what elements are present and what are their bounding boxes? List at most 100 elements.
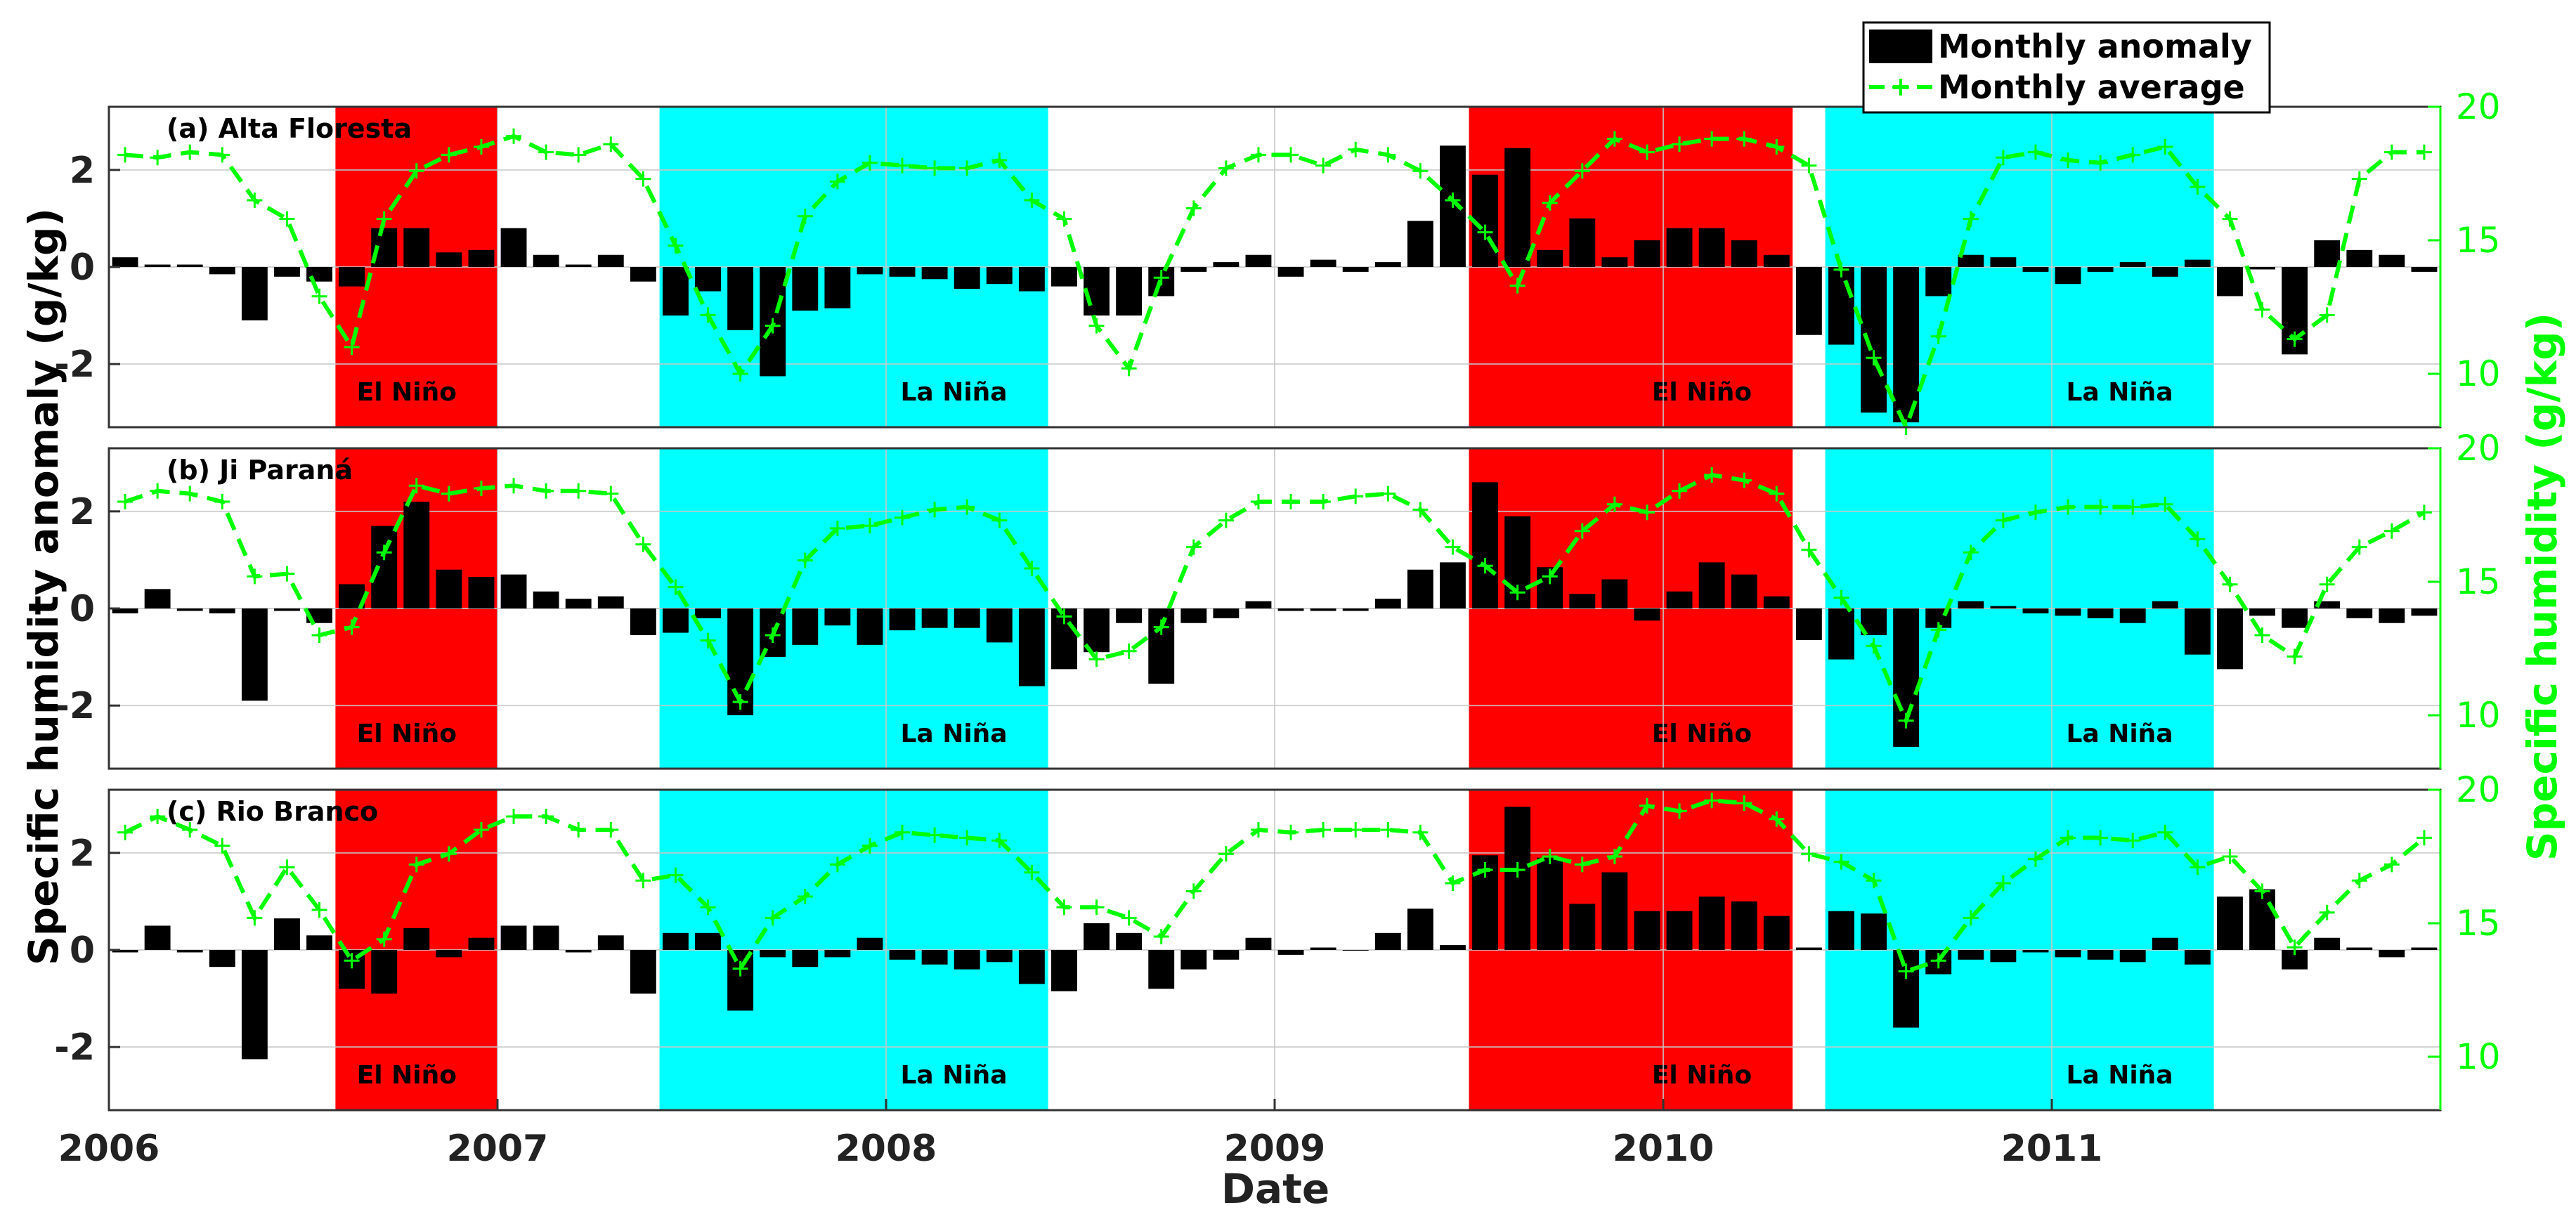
average-marker (2093, 155, 2109, 171)
average-marker (1153, 270, 1169, 286)
anomaly-bar (1828, 608, 1854, 660)
anomaly-bar (1472, 482, 1498, 608)
anomaly-bar (2087, 267, 2114, 272)
anomaly-bar (2119, 950, 2146, 963)
la-nina-label: La Niña (2066, 1061, 2173, 1090)
anomaly-bar (2022, 608, 2049, 613)
average-marker (732, 366, 748, 382)
x-tick-label: 2009 (1224, 1128, 1326, 1170)
anomaly-bar (1537, 249, 1563, 267)
anomaly-bar (889, 267, 916, 277)
average-marker (1380, 147, 1396, 163)
legend-label-average: Monthly average (1938, 68, 2245, 106)
average-marker (1056, 608, 1072, 625)
average-marker (1898, 712, 1914, 729)
average-marker (603, 822, 619, 838)
average-marker (279, 859, 295, 875)
anomaly-bar (1310, 608, 1336, 611)
average-marker (214, 494, 230, 509)
anomaly-bar (1569, 218, 1596, 267)
average-marker (1639, 797, 1655, 814)
average-marker (1769, 486, 1785, 502)
average-marker (506, 478, 522, 494)
average-marker (1736, 472, 1752, 488)
average-marker (635, 536, 651, 552)
average-marker (1606, 849, 1622, 864)
average-marker (2286, 939, 2303, 956)
anomaly-bar (468, 249, 495, 267)
average-marker (2351, 539, 2367, 555)
average-marker (376, 545, 392, 561)
right-tick-label: 10 (2456, 695, 2501, 736)
panel-title: (a) Alta Floresta (167, 113, 412, 144)
anomaly-bar (1116, 932, 1143, 950)
right-tick-label: 20 (2456, 86, 2501, 127)
anomaly-bar (1828, 267, 1854, 345)
average-marker (959, 499, 975, 515)
anomaly-bar (2314, 240, 2341, 267)
anomaly-bar (500, 574, 527, 608)
average-marker (1963, 211, 1979, 227)
average-marker (2190, 179, 2206, 195)
anomaly-bar (144, 589, 171, 608)
anomaly-bar (986, 267, 1013, 285)
average-marker (1088, 318, 1105, 334)
average-marker (991, 833, 1008, 849)
average-marker (2319, 904, 2335, 920)
anomaly-bar (2184, 950, 2211, 965)
average-marker (1930, 953, 1946, 969)
average-marker (1185, 539, 1202, 555)
average-marker (1574, 857, 1590, 873)
anomaly-bar (436, 252, 462, 267)
anomaly-bar (1731, 574, 1757, 608)
anomaly-bar (468, 937, 495, 950)
average-line (124, 798, 2426, 975)
average-marker (2351, 171, 2367, 187)
average-marker (1995, 875, 2011, 891)
panel-2: El Niño La Niña El Niño La Niña -2 0 2 10 15 20 (b… (54, 428, 2501, 770)
anomaly-bar (1245, 937, 1272, 950)
anomaly-bar (695, 932, 721, 950)
anomaly-bar (1666, 228, 1693, 267)
average-marker (1574, 163, 1590, 179)
anomaly-bar (468, 577, 495, 608)
average-marker (1445, 875, 1461, 891)
anomaly-bar (1666, 591, 1693, 608)
anomaly-bar (2314, 601, 2341, 608)
x-axis-ticks: 2006 2007 2008 2009 2010 2011 (58, 1099, 2102, 1170)
anomaly-bar (2055, 950, 2081, 958)
anomaly-bar (112, 257, 138, 267)
average-marker (1283, 147, 1299, 163)
anomaly-bar (2249, 889, 2275, 950)
average-marker (1672, 136, 1688, 152)
average-marker (2254, 627, 2270, 643)
anomaly-bar (1537, 857, 1563, 950)
anomaly-bar (630, 608, 656, 635)
anomaly-bar (2411, 947, 2438, 950)
anomaly-bar (1601, 872, 1628, 950)
average-marker (344, 619, 360, 635)
anomaly-bar (2055, 608, 2081, 616)
anomaly-bar (2249, 608, 2275, 616)
average-marker (2286, 331, 2303, 347)
anomaly-bar (1310, 947, 1336, 950)
average-marker (2416, 504, 2432, 521)
anomaly-bar (1925, 267, 1952, 297)
anomaly-bar (2346, 947, 2373, 950)
average-marker (1348, 822, 1364, 838)
average-marker (150, 809, 166, 824)
average-marker (441, 846, 457, 862)
anomaly-bar (597, 596, 624, 608)
anomaly-bar (1180, 950, 1207, 970)
anomaly-bar (1634, 911, 1660, 950)
anomaly-bar (500, 925, 527, 950)
average-marker (1088, 899, 1105, 916)
left-tick-label: 2 (70, 491, 95, 533)
average-marker (473, 481, 489, 496)
average-marker (1056, 899, 1072, 916)
anomaly-bar (2022, 950, 2049, 953)
average-marker (1769, 811, 1785, 827)
anomaly-bar (1051, 267, 1077, 287)
average-marker (1185, 200, 1202, 216)
average-marker (2222, 576, 2238, 592)
